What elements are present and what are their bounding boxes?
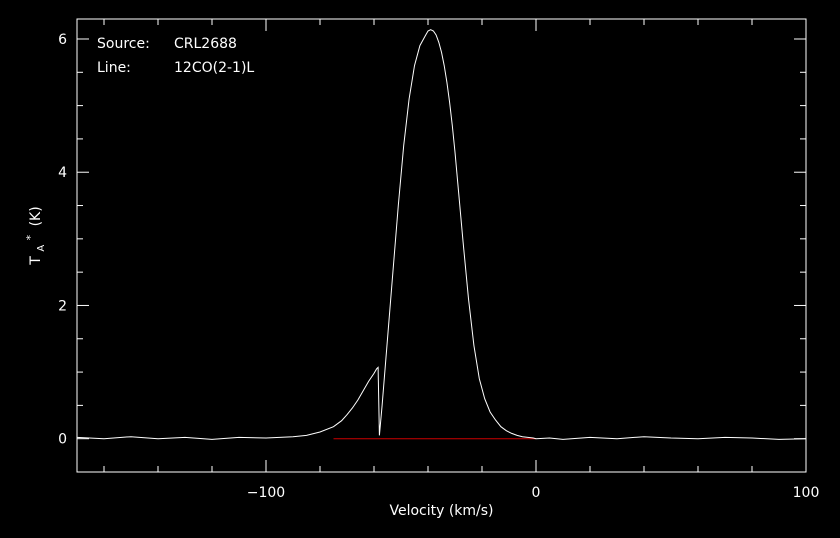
y-axis-label: T A * (K) <box>22 206 48 265</box>
x-tick-label: 100 <box>793 485 820 501</box>
y-tick-label: 4 <box>58 165 67 181</box>
y-axis-label-unit: (K) <box>28 206 44 226</box>
y-tick-label: 0 <box>58 432 67 448</box>
y-tick-label: 6 <box>58 32 67 48</box>
source-label: Source: <box>97 36 150 52</box>
spectrum-series-line <box>76 29 807 440</box>
y-tick-label: 2 <box>58 298 67 314</box>
y-axis-label-main: T <box>28 256 44 266</box>
tick-labels: −100 0 100 0 2 4 6 <box>58 32 819 501</box>
y-axis-label-subscript: A <box>36 245 47 252</box>
y-axis-label-superscript: * <box>24 234 37 240</box>
line-label: Line: <box>97 60 131 76</box>
x-axis-label: Velocity (km/s) <box>389 503 493 519</box>
source-value: CRL2688 <box>174 36 237 52</box>
x-tick-label: 0 <box>532 485 541 501</box>
x-tick-label: −100 <box>247 485 285 501</box>
axis-ticks <box>77 19 807 472</box>
plot-frame <box>76 18 807 473</box>
line-value: 12CO(2-1)L <box>174 60 255 76</box>
